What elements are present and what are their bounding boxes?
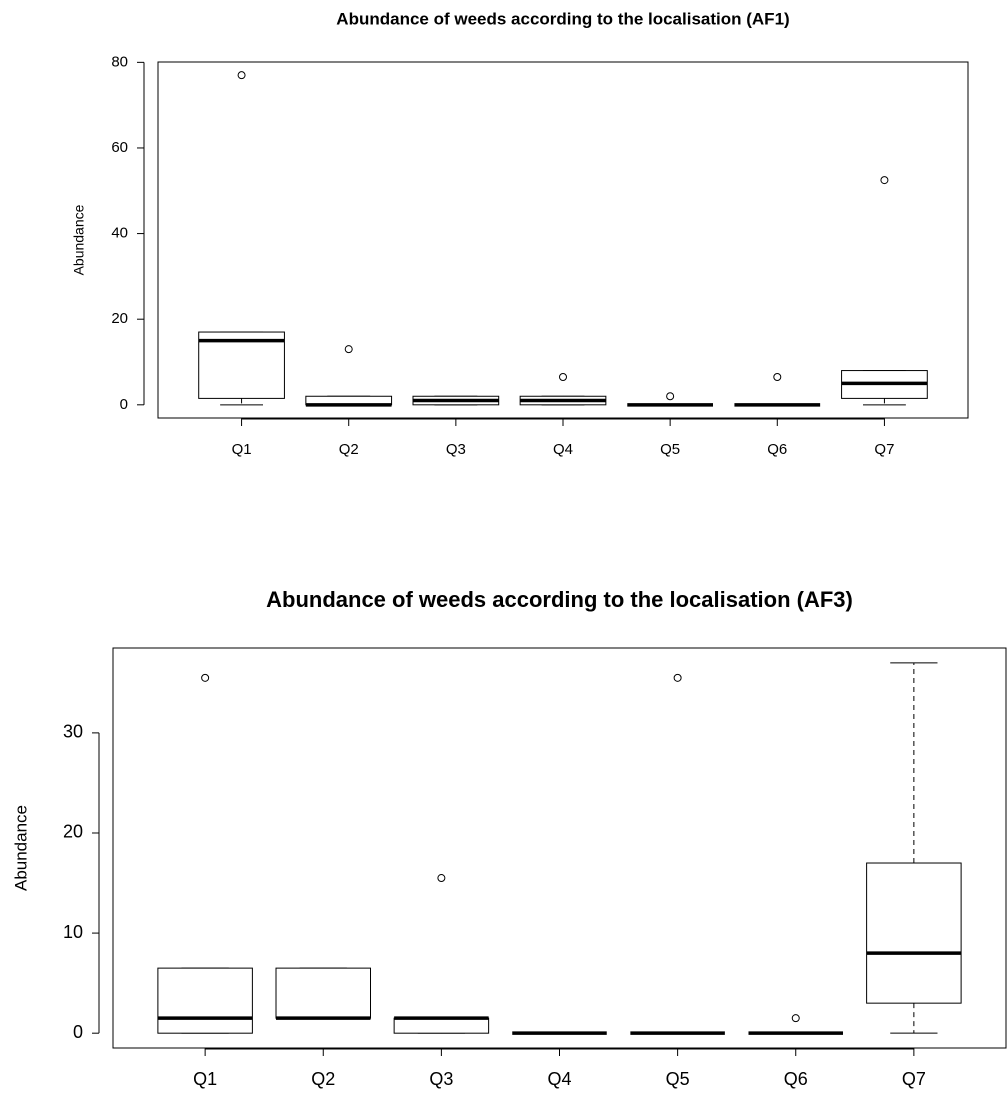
x-tick-label: Q7	[902, 1069, 926, 1089]
outlier	[791, 1014, 800, 1023]
outlier	[237, 71, 246, 80]
y-tick-label: 0	[120, 396, 128, 413]
outlier	[773, 372, 782, 381]
x-tick-label: Q6	[767, 441, 787, 458]
outlier	[666, 392, 675, 401]
y-tick-label: 20	[111, 310, 128, 327]
x-tick-label: Q4	[547, 1069, 571, 1089]
box	[275, 967, 372, 1019]
x-tick-label: Q3	[446, 441, 466, 458]
outlier	[437, 874, 446, 883]
x-tick-label: Q2	[339, 441, 359, 458]
outlier	[880, 176, 889, 185]
outlier	[201, 673, 210, 682]
x-tick-label: Q2	[311, 1069, 335, 1089]
box	[866, 862, 962, 1004]
y-tick-label: 80	[111, 53, 128, 70]
y-tick-label: 30	[63, 722, 83, 742]
y-tick-label: 20	[63, 822, 83, 842]
x-tick-label: Q7	[874, 441, 894, 458]
y-axis-label: Abundance	[11, 805, 30, 891]
x-tick-label: Q1	[193, 1069, 217, 1089]
outlier	[559, 372, 567, 381]
x-tick-label: Q6	[784, 1069, 808, 1089]
box	[393, 1017, 490, 1034]
y-axis-label: Abundance	[71, 204, 87, 275]
y-tick-label: 0	[73, 1022, 83, 1042]
x-tick-label: Q5	[666, 1069, 690, 1089]
outlier	[673, 673, 682, 682]
chart-title: Abundance of weeds according to the loca…	[336, 9, 789, 28]
x-tick-label: Q4	[553, 441, 573, 458]
x-tick-label: Q3	[429, 1069, 453, 1089]
y-tick-label: 60	[111, 139, 128, 156]
y-tick-label: 10	[63, 922, 83, 942]
chart-title: Abundance of weeds according to the loca…	[266, 587, 853, 612]
box	[198, 331, 285, 399]
box	[157, 967, 253, 1034]
x-tick-label: Q1	[232, 441, 252, 458]
y-tick-label: 40	[111, 225, 128, 242]
outlier	[344, 345, 353, 354]
x-tick-label: Q5	[660, 441, 680, 458]
